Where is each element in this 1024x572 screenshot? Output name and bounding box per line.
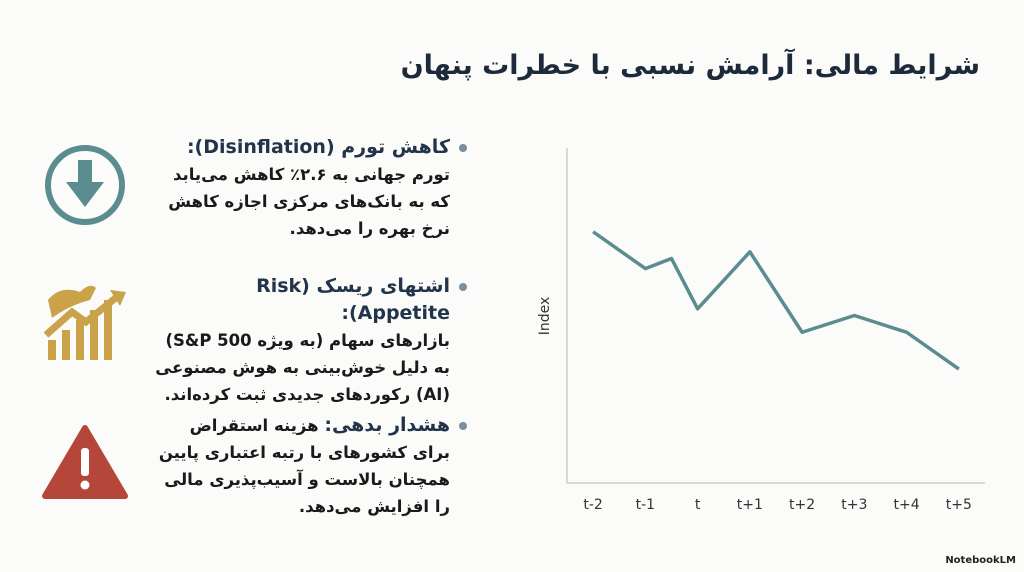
item: اشتهای ریسک (Risk Appetite): بازارهای سها… [150,273,450,408]
x-tick-label: t+4 [894,497,920,513]
icon-warning [42,425,128,499]
x-tick-label: t [695,497,701,513]
x-tick-label: t+1 [737,497,763,513]
x-tick-label: t+5 [946,497,972,513]
bullet [459,283,467,291]
x-tick-label: t+2 [789,497,815,513]
x-tick-label: t+3 [841,497,867,513]
item-body: تورم جهانی به ۲.۶٪ کاهش می‌یابد که به با… [168,165,450,238]
item-heading: اشتهای ریسک (Risk Appetite): [256,275,450,324]
item-body: بازارهای سهام (به ویژه S&P 500) به دلیل … [155,331,450,404]
x-tick-label: t-1 [636,497,655,513]
item-heading: هشدار بدهی: [324,414,450,436]
data-line [592,230,960,371]
item: هشدار بدهی: هزینه استقراض برای کشورهای ب… [150,412,450,520]
item-body: هزینه استقراض برای کشورهای با رتبه اعتبا… [158,416,450,516]
item-heading: کاهش تورم (Disinflation): [186,136,450,158]
y-axis-label: Index [537,297,553,336]
x-tick-label: t-2 [583,497,602,513]
bullet [459,144,467,152]
icon-down [45,145,125,225]
watermark-text: NotebookLM [945,555,1016,566]
icon-bull-chart [43,285,126,360]
slide-title: شرایط مالی: آرامش نسبی با خطرات پنهان [400,50,980,81]
item: کاهش تورم (Disinflation): تورم جهانی به ۲… [150,134,450,242]
watermark: NotebookLM [945,555,1016,566]
bullet [459,422,467,430]
